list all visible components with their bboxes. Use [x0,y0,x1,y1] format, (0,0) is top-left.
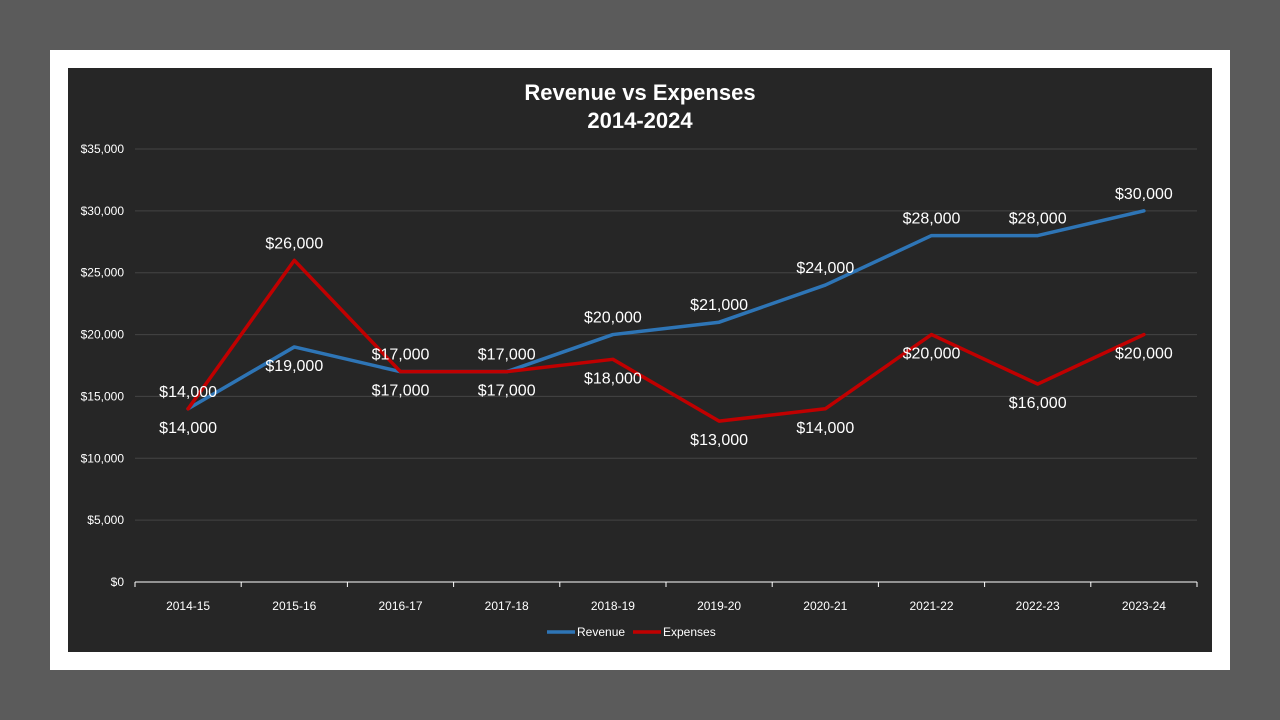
data-point-revenue [611,333,615,337]
data-label-revenue: $21,000 [690,297,748,314]
data-label-revenue: $19,000 [265,358,323,375]
y-tick-label: $25,000 [81,266,125,280]
x-tick-label: 2019-20 [697,599,741,613]
data-label-expenses: $14,000 [159,420,217,437]
data-point-revenue [823,283,827,287]
data-point-expenses [717,419,721,423]
legend: Revenue Expenses [547,625,716,639]
gridlines [135,148,1197,521]
x-tick-label: 2017-18 [485,599,529,613]
y-tick-label: $30,000 [81,204,125,218]
data-label-revenue: $24,000 [796,260,854,277]
data-label-revenue: $28,000 [903,211,961,228]
data-point-revenue [292,345,296,349]
legend-label-revenue: Revenue [577,625,625,639]
series-line-expenses [186,258,1146,423]
x-tick-label: 2022-23 [1016,599,1060,613]
x-tick-label: 2020-21 [803,599,847,613]
chart-title-line1: Revenue vs Expenses [524,80,755,105]
x-tick-label: 2018-19 [591,599,635,613]
data-label-revenue: $17,000 [372,383,430,400]
series-line-revenue [186,209,1146,411]
data-label-expenses: $13,000 [690,432,748,449]
data-label-revenue: $17,000 [478,347,536,364]
data-point-expenses [399,370,402,374]
data-label-revenue: $30,000 [1115,186,1173,203]
x-tick-label: 2023-24 [1122,599,1166,613]
axes: $0 $5,000 $10,000 $15,000 $20,000 $25,000 $30,… [81,142,1198,613]
y-tick-label: $0 [111,575,125,589]
data-label-expenses: $14,000 [796,420,854,437]
data-label-expenses: $20,000 [1115,346,1173,363]
data-point-expenses [611,357,615,361]
y-tick-label: $15,000 [81,389,125,403]
y-tick-label: $5,000 [87,513,124,527]
data-point-expenses [505,370,509,374]
legend-label-expenses: Expenses [663,625,716,639]
data-label-expenses: $17,000 [372,347,430,364]
y-tick-label: $10,000 [81,451,125,465]
data-point-revenue [1142,209,1146,213]
data-label-expenses: $16,000 [1009,395,1067,412]
chart-panel [68,68,1212,652]
data-point-revenue [717,320,721,324]
y-tick-label: $35,000 [81,142,125,156]
data-point-expenses [823,407,827,411]
data-label-revenue: $28,000 [1009,211,1067,228]
data-label-expenses: $18,000 [584,370,642,387]
x-tick-label: 2015-16 [272,599,316,613]
data-label-expenses: $26,000 [265,235,323,252]
data-label-revenue: $14,000 [159,384,217,401]
x-tick-label: 2014-15 [166,599,210,613]
data-point-revenue [930,234,933,238]
data-point-expenses [186,407,190,411]
y-tick-label: $20,000 [81,328,125,342]
x-tick-label: 2021-22 [909,599,953,613]
series-lines [186,209,1146,423]
data-point-expenses [292,258,296,262]
data-label-expenses: $20,000 [903,346,961,363]
data-point-expenses [1142,333,1146,337]
data-point-expenses [1036,382,1040,386]
data-labels: $14,000 $19,000 $17,000 $17,000 $20,000 $21,0… [159,186,1173,449]
data-point-revenue [1036,234,1040,238]
data-label-expenses: $17,000 [478,383,536,400]
data-label-revenue: $20,000 [584,310,642,327]
data-point-expenses [930,333,933,337]
chart-title-line2: 2014-2024 [587,108,693,133]
x-tick-label: 2016-17 [378,599,422,613]
